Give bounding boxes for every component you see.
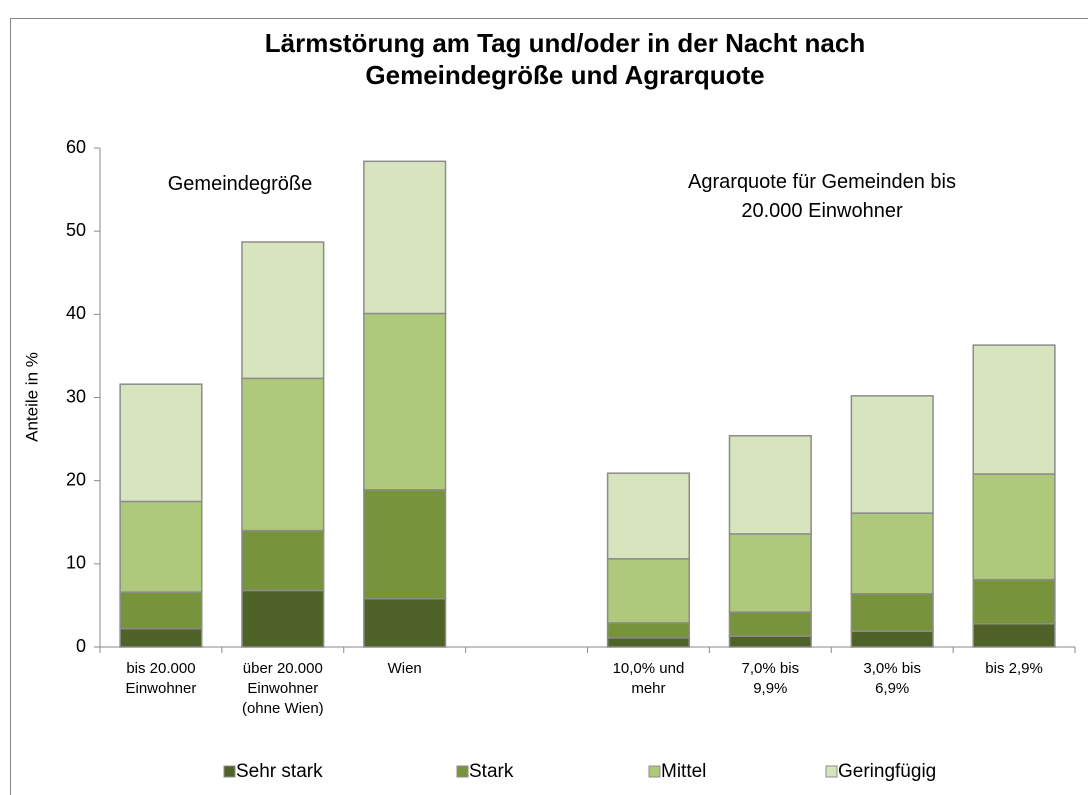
x-tick-label-line: bis 2,9%: [985, 660, 1043, 677]
x-tick-label: 10,0% und mehr: [613, 660, 685, 697]
bar-segment: [850, 512, 934, 595]
y-tick-label: 10: [66, 553, 86, 573]
y-axis-label: Anteile in %: [22, 352, 41, 442]
x-tick-label: 3,0% bis 6,9%: [863, 660, 921, 697]
legend-label: Sehr stark: [236, 761, 323, 782]
bar-segment: [728, 611, 812, 637]
annotation-line: Gemeindegröße: [168, 173, 313, 195]
y-tick-label: 30: [66, 386, 86, 406]
bar-segment: [850, 593, 934, 632]
x-tick-label-line: über 20.000: [243, 660, 323, 677]
bar-segment: [363, 312, 447, 491]
chart-title-line: Lärmstörung am Tag und/oder in der Nacht…: [265, 28, 865, 58]
x-tick-label: 7,0% bis 9,9%: [742, 660, 800, 697]
bar-segment: [728, 533, 812, 613]
x-tick-label-line: mehr: [631, 680, 665, 697]
bar-segment: [119, 591, 203, 630]
legend-swatch: [223, 765, 236, 778]
x-tick-label-line: 3,0% bis: [863, 660, 921, 677]
bar-segment: [363, 160, 447, 315]
y-tick-label: 20: [66, 469, 86, 489]
bar-segment: [606, 558, 691, 624]
chart-title: Lärmstörung am Tag und/oder in der Nacht…: [265, 28, 865, 90]
y-tick-label: 40: [66, 303, 86, 323]
annotation: Gemeindegröße: [168, 173, 313, 195]
annotation-line: 20.000 Einwohner: [741, 200, 903, 222]
bar-segment: [363, 598, 447, 648]
bar-segment: [241, 529, 325, 592]
legend-label: Stark: [469, 761, 514, 782]
bar-segment: [606, 472, 691, 560]
chart-title-line: Gemeindegröße und Agrarquote: [365, 60, 764, 90]
bar-segment: [606, 622, 691, 639]
bar-segment: [972, 578, 1056, 625]
bar-segment: [241, 241, 325, 380]
annotation-line: Agrarquote für Gemeinden bis: [688, 171, 956, 193]
x-tick-label-line: Wien: [388, 660, 422, 677]
x-tick-label: Wien: [388, 660, 422, 677]
y-tick-label: 50: [66, 220, 86, 240]
legend-label: Mittel: [661, 761, 706, 782]
bar-segment: [728, 635, 812, 648]
x-tick-label: über 20.000 Einwohner (ohne Wien): [242, 660, 324, 717]
bar-segment: [119, 383, 203, 503]
bar-segment: [241, 589, 325, 648]
x-tick-label: bis 2,9%: [985, 660, 1043, 677]
legend-swatch: [456, 765, 469, 778]
bar-segment: [241, 377, 325, 532]
y-tick-label: 0: [76, 636, 86, 656]
bar-segment: [119, 627, 203, 648]
annotation: Agrarquote für Gemeinden bis 20.000 Einwo…: [688, 171, 956, 222]
x-tick-label: bis 20.000 Einwohner: [125, 660, 196, 697]
legend-label: Geringfügig: [838, 761, 936, 782]
bar-segment: [606, 637, 691, 648]
x-tick-label-line: bis 20.000: [126, 660, 195, 677]
bar-segment: [728, 435, 812, 535]
bar-segment: [972, 473, 1056, 581]
bar-segment: [850, 630, 934, 648]
x-tick-label-line: 9,9%: [753, 680, 787, 697]
bar-segment: [972, 622, 1056, 648]
bar-segment: [119, 500, 203, 593]
x-tick-label-line: 7,0% bis: [742, 660, 800, 677]
y-tick-label: 60: [66, 137, 86, 157]
x-tick-label-line: 6,9%: [875, 680, 909, 697]
bar-segment: [363, 489, 447, 600]
x-tick-label-line: 10,0% und: [613, 660, 685, 677]
bar-segment: [972, 344, 1056, 475]
bar-segment: [850, 395, 934, 514]
legend-swatch: [825, 765, 838, 778]
x-tick-label-line: Einwohner: [125, 680, 196, 697]
legend-swatch: [648, 765, 661, 778]
x-tick-label-line: (ohne Wien): [242, 700, 324, 717]
x-tick-label-line: Einwohner: [247, 680, 318, 697]
